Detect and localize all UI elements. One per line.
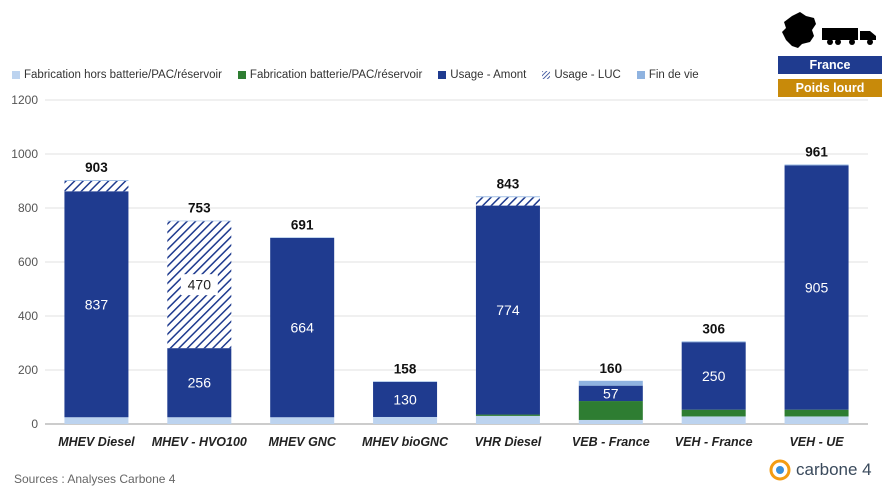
- segment-label: 470: [188, 277, 212, 293]
- segment-label: 664: [291, 320, 315, 336]
- x-tick-label: MHEV Diesel: [58, 435, 135, 449]
- category-badge: Poids lourd: [778, 79, 882, 97]
- x-tick-label: MHEV bioGNC: [362, 435, 449, 449]
- carbone4-logo: carbone 4: [768, 458, 872, 482]
- bar-segment: [681, 342, 746, 410]
- legend: Fabrication hors batterie/PAC/réservoir …: [12, 69, 699, 81]
- france-map-icon: [782, 12, 816, 48]
- legend-item[interactable]: Fabrication hors batterie/PAC/réservoir: [12, 69, 222, 81]
- bar-segment: [475, 415, 540, 424]
- legend-item[interactable]: Fabrication batterie/PAC/réservoir: [237, 69, 423, 81]
- bar-segment: [270, 417, 335, 424]
- legend-label: Usage - Amont: [450, 69, 527, 81]
- x-tick-label: VHR Diesel: [475, 435, 542, 449]
- y-tick-label: 600: [18, 255, 38, 269]
- bar-segment: [270, 237, 335, 238]
- bar-segment: [578, 401, 643, 420]
- bar-segment: [270, 237, 335, 418]
- total-label: 691: [291, 217, 314, 232]
- segment-label-background: [180, 274, 218, 296]
- bar-segment: [167, 348, 232, 418]
- legend-item[interactable]: Usage - Amont: [438, 69, 526, 81]
- y-tick-label: 400: [18, 309, 38, 323]
- y-tick-label: 1200: [11, 93, 38, 107]
- legend-swatch: [237, 71, 246, 79]
- carbone4-logo-icon: [769, 459, 791, 481]
- bar-segment: [167, 417, 232, 424]
- y-tick-label: 1000: [11, 147, 38, 161]
- bar-segment: [475, 414, 540, 416]
- y-tick-label: 0: [31, 417, 38, 431]
- bar-segment: [681, 416, 746, 424]
- y-tick-label: 800: [18, 201, 38, 215]
- bar-segment: [578, 419, 643, 424]
- labels: 0 200 400 600 800 1000 1200 837 903 MHEV Diesel 25…: [11, 93, 844, 449]
- logo-text: carbone 4: [796, 460, 872, 479]
- header-icons: [778, 10, 882, 52]
- legend-item[interactable]: Usage - LUC: [542, 69, 621, 81]
- segment-label: 905: [805, 280, 829, 296]
- bar-segment: [475, 205, 540, 415]
- bar-segment: [373, 381, 438, 417]
- total-label: 843: [497, 176, 520, 191]
- legend-swatch-hatched: [542, 71, 551, 79]
- segment-label: 130: [393, 391, 417, 407]
- bar-segment: [373, 381, 438, 382]
- legend-label: Usage - LUC: [554, 69, 621, 81]
- truck-icon: [822, 28, 876, 45]
- bar-segment: [64, 181, 129, 192]
- segment-label: 774: [496, 302, 520, 318]
- legend-item[interactable]: Fin de vie: [636, 69, 699, 81]
- segment-label: 837: [85, 296, 109, 312]
- bar-segment: [475, 196, 540, 198]
- y-tick-label: 200: [18, 363, 38, 377]
- legend-label: Fabrication hors batterie/PAC/réservoir: [24, 69, 222, 81]
- bar-segment: [578, 385, 643, 402]
- x-tick-label: VEH - UE: [789, 435, 844, 449]
- x-tick-label: MHEV GNC: [269, 435, 337, 449]
- legend-swatch: [12, 71, 20, 79]
- segment-label: 57: [603, 385, 619, 401]
- bar-segment: [167, 220, 232, 222]
- bar-segment: [64, 417, 129, 424]
- bar-segment: [784, 416, 849, 424]
- total-label: 158: [394, 361, 417, 376]
- x-tick-label: MHEV - HVO100: [152, 435, 247, 449]
- bar-segment: [578, 380, 643, 386]
- country-badge: France: [778, 56, 882, 74]
- bar-segment: [681, 409, 746, 417]
- x-tick-label: VEH - France: [675, 435, 753, 449]
- total-label: 961: [805, 145, 828, 160]
- legend-swatch: [438, 71, 447, 79]
- bar-segment: [784, 409, 849, 417]
- total-label: 306: [702, 321, 725, 336]
- bars: [64, 164, 849, 424]
- total-label: 160: [600, 361, 623, 376]
- bar-segment: [64, 191, 129, 418]
- bar-segment: [681, 341, 746, 343]
- segment-label: 256: [188, 375, 212, 391]
- source-note: Sources : Analyses Carbone 4: [14, 472, 176, 486]
- bar-segment: [784, 165, 849, 410]
- segment-label: 250: [702, 368, 726, 384]
- x-tick-label: VEB - France: [572, 435, 650, 449]
- total-label: 753: [188, 201, 211, 216]
- bar-segment: [64, 180, 129, 181]
- bar-segment: [373, 416, 438, 424]
- total-label: 903: [85, 160, 108, 175]
- bar-segment: [784, 164, 849, 166]
- legend-label: Fabrication batterie/PAC/réservoir: [249, 69, 423, 81]
- legend-label: Fin de vie: [648, 69, 699, 81]
- bar-segment: [475, 197, 540, 206]
- legend-swatch: [636, 71, 645, 79]
